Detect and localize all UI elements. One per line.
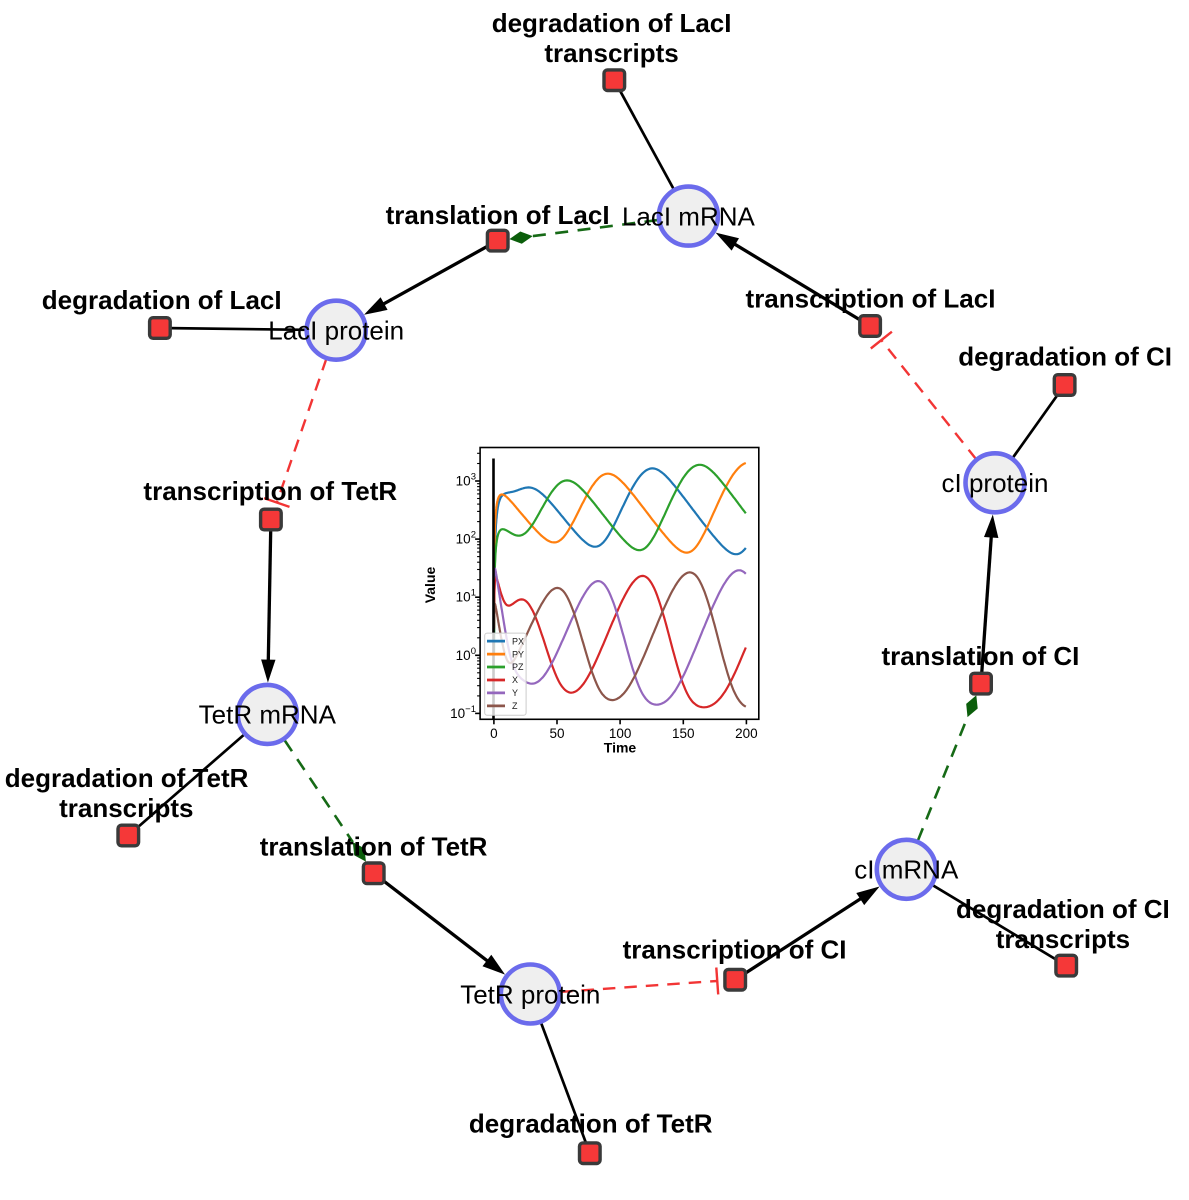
svg-text:cI protein: cI protein [942, 468, 1049, 498]
svg-text:100: 100 [609, 726, 632, 741]
svg-text:LacI protein: LacI protein [268, 316, 404, 346]
svg-text:Value: Value [422, 567, 438, 604]
svg-text:degradation of CI: degradation of CI [958, 342, 1172, 372]
svg-text:LacI mRNA: LacI mRNA [622, 201, 756, 231]
svg-text:Y: Y [512, 688, 518, 698]
svg-text:PZ: PZ [512, 662, 524, 672]
svg-text:TetR protein: TetR protein [460, 979, 600, 1009]
svg-text:translation of CI: translation of CI [881, 641, 1079, 671]
svg-text:150: 150 [672, 726, 695, 741]
svg-text:X: X [512, 675, 518, 685]
svg-text:transcription of CI: transcription of CI [623, 934, 847, 964]
svg-text:0: 0 [490, 726, 498, 741]
svg-text:degradation of TetR: degradation of TetR [469, 1108, 713, 1138]
svg-text:PX: PX [512, 636, 524, 646]
svg-text:transcription of TetR: transcription of TetR [143, 476, 397, 506]
svg-text:50: 50 [549, 726, 564, 741]
svg-text:Z: Z [512, 701, 518, 711]
svg-text:degradation of LacI: degradation of LacI [42, 285, 282, 315]
svg-text:transcription of LacI: transcription of LacI [746, 283, 996, 313]
svg-text:Time: Time [604, 740, 637, 756]
svg-text:200: 200 [735, 726, 758, 741]
svg-text:PY: PY [512, 649, 524, 659]
svg-text:transcripts: transcripts [544, 38, 678, 68]
svg-text:degradation of CI: degradation of CI [956, 894, 1170, 924]
svg-text:degradation of TetR: degradation of TetR [5, 763, 249, 793]
svg-text:TetR mRNA: TetR mRNA [199, 700, 337, 730]
svg-text:transcripts: transcripts [996, 924, 1130, 954]
svg-text:cI mRNA: cI mRNA [854, 855, 959, 885]
svg-text:transcripts: transcripts [59, 793, 193, 823]
svg-text:degradation of LacI: degradation of LacI [492, 8, 732, 38]
svg-text:translation of LacI: translation of LacI [386, 200, 610, 230]
svg-text:translation of TetR: translation of TetR [260, 832, 488, 862]
